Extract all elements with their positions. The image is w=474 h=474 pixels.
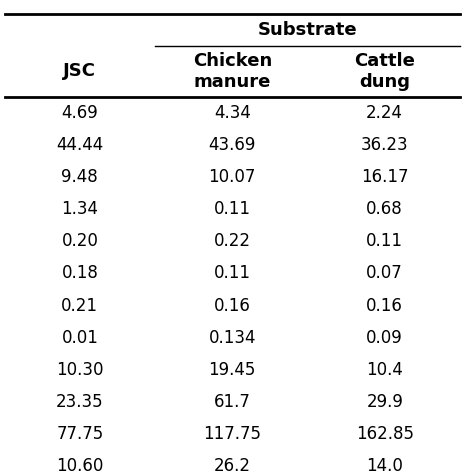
Text: 77.75: 77.75 (56, 425, 103, 443)
Text: 0.16: 0.16 (366, 297, 403, 315)
Text: 0.21: 0.21 (61, 297, 98, 315)
Text: 14.0: 14.0 (366, 457, 403, 474)
Text: 0.22: 0.22 (214, 232, 251, 250)
Text: 0.18: 0.18 (62, 264, 98, 283)
Text: 9.48: 9.48 (62, 168, 98, 186)
Text: 43.69: 43.69 (209, 136, 256, 154)
Text: 0.01: 0.01 (62, 329, 98, 347)
Text: 61.7: 61.7 (214, 393, 251, 411)
Text: 1.34: 1.34 (61, 200, 98, 218)
Text: 0.68: 0.68 (366, 200, 403, 218)
Text: Substrate: Substrate (257, 21, 357, 39)
Text: 10.30: 10.30 (56, 361, 104, 379)
Text: 0.16: 0.16 (214, 297, 251, 315)
Text: 2.24: 2.24 (366, 104, 403, 122)
Text: Cattle
dung: Cattle dung (354, 52, 415, 91)
Text: 0.11: 0.11 (366, 232, 403, 250)
Text: 4.34: 4.34 (214, 104, 251, 122)
Text: 10.60: 10.60 (56, 457, 103, 474)
Text: 0.09: 0.09 (366, 329, 403, 347)
Text: 0.07: 0.07 (366, 264, 403, 283)
Text: 29.9: 29.9 (366, 393, 403, 411)
Text: 10.4: 10.4 (366, 361, 403, 379)
Text: 162.85: 162.85 (356, 425, 414, 443)
Text: 36.23: 36.23 (361, 136, 409, 154)
Text: 19.45: 19.45 (209, 361, 256, 379)
Text: 0.20: 0.20 (62, 232, 98, 250)
Text: Chicken
manure: Chicken manure (192, 52, 272, 91)
Text: 10.07: 10.07 (209, 168, 256, 186)
Text: 23.35: 23.35 (56, 393, 104, 411)
Text: 117.75: 117.75 (203, 425, 261, 443)
Text: 0.11: 0.11 (214, 200, 251, 218)
Text: 0.134: 0.134 (209, 329, 256, 347)
Text: 44.44: 44.44 (56, 136, 103, 154)
Text: 0.11: 0.11 (214, 264, 251, 283)
Text: 4.69: 4.69 (62, 104, 98, 122)
Text: 26.2: 26.2 (214, 457, 251, 474)
Text: 16.17: 16.17 (361, 168, 409, 186)
Text: JSC: JSC (64, 62, 96, 80)
